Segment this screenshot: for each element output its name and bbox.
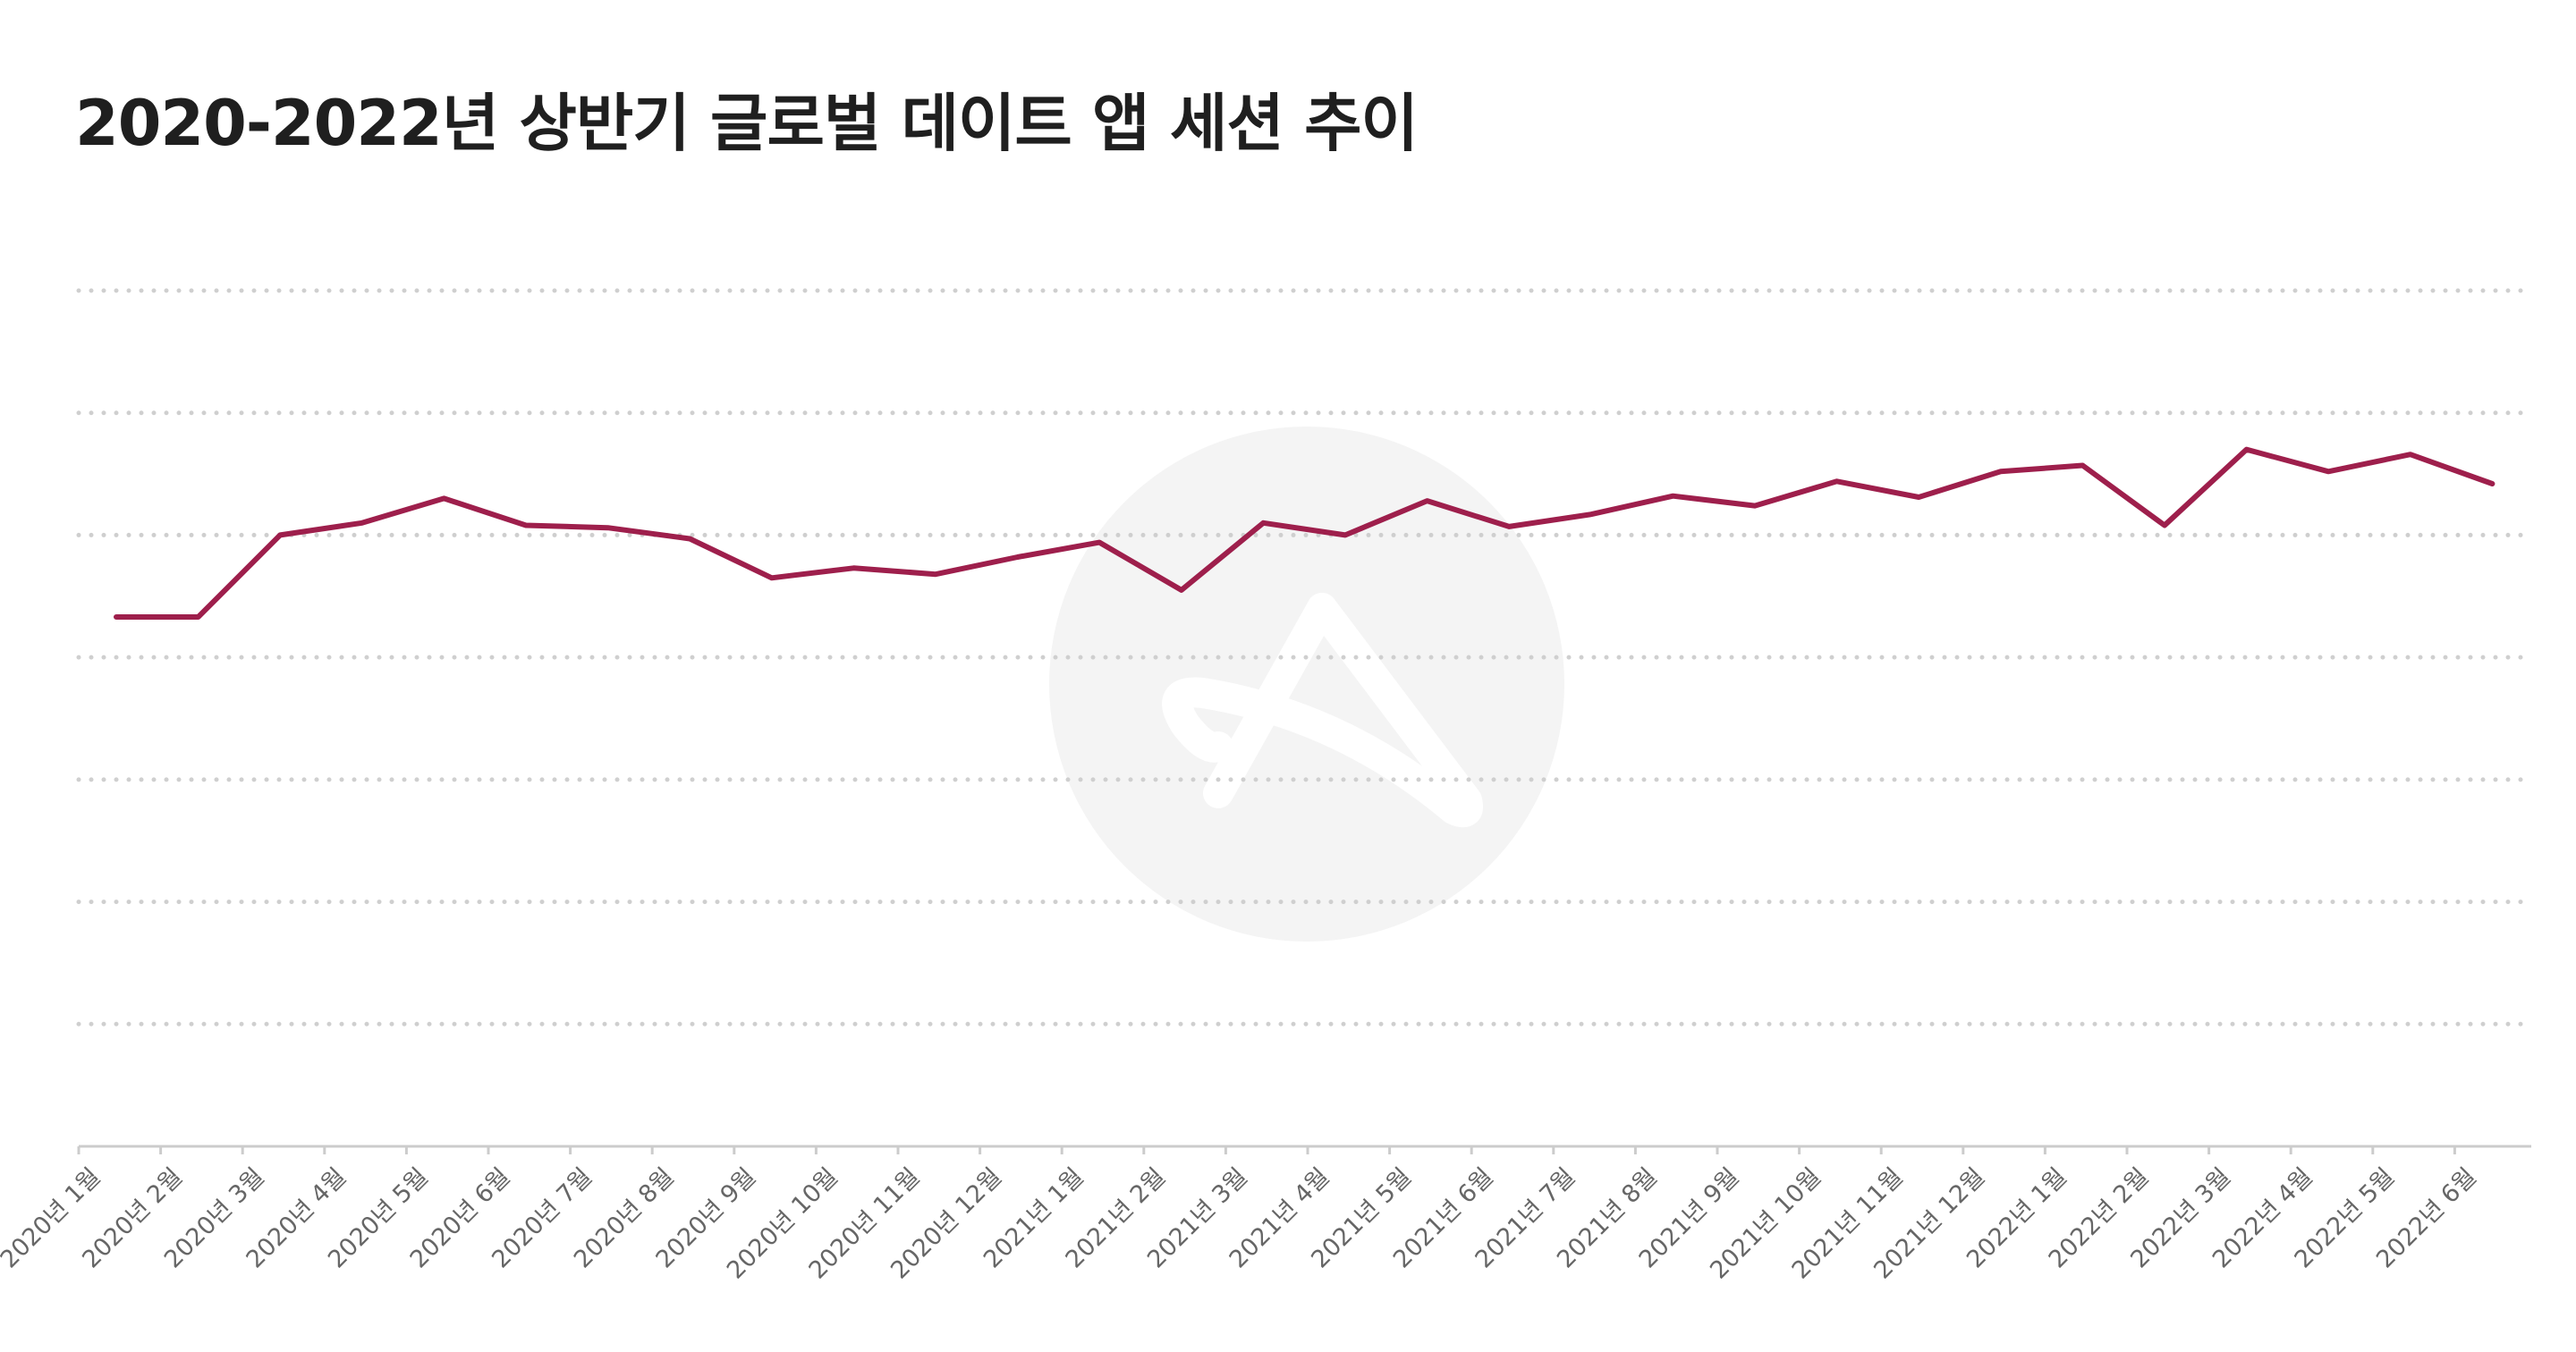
- data-point: [360, 520, 365, 526]
- series-group: [114, 446, 2496, 620]
- data-point: [523, 522, 529, 528]
- data-point: [769, 575, 775, 580]
- watermark-logo-icon: [1049, 427, 1564, 942]
- data-point: [687, 537, 692, 542]
- data-point: [1425, 498, 1430, 503]
- data-point: [1343, 532, 1348, 537]
- data-point: [1752, 503, 1758, 509]
- data-point: [196, 614, 201, 620]
- grid-lines: [76, 288, 2534, 1027]
- data-point: [1015, 554, 1021, 560]
- data-point: [2244, 447, 2250, 452]
- data-point: [933, 571, 938, 577]
- data-point: [2408, 452, 2413, 457]
- chart-title: 2020-2022년 상반기 글로벌 데이트 앱 세션 추이: [75, 87, 1419, 160]
- data-point: [1835, 478, 1840, 484]
- data-point: [1670, 494, 1675, 499]
- data-point: [1916, 494, 1921, 500]
- data-point: [1260, 520, 1266, 526]
- data-point: [441, 495, 446, 501]
- data-point: [606, 525, 611, 530]
- data-point: [1506, 524, 1512, 529]
- data-point: [851, 565, 856, 570]
- data-point: [2162, 522, 2167, 528]
- data-point: [1097, 540, 1102, 545]
- data-point: [1998, 469, 2004, 474]
- data-point: [2489, 481, 2495, 486]
- data-point: [1179, 587, 1184, 593]
- data-point: [2080, 463, 2085, 469]
- data-point: [114, 614, 119, 620]
- data-point: [277, 532, 283, 537]
- data-point: [1589, 511, 1594, 517]
- series-line: [114, 446, 2496, 620]
- data-point: [2326, 469, 2331, 474]
